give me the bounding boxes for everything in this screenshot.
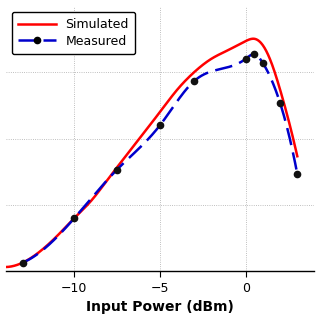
Simulated	[4, 265, 7, 269]
Simulated	[177, 85, 181, 89]
Measured	[151, 132, 155, 136]
Legend: Simulated, Measured: Simulated, Measured	[12, 12, 135, 54]
Measured	[153, 130, 157, 134]
Simulated	[142, 131, 146, 134]
Line: Measured: Measured	[23, 54, 297, 263]
Measured	[295, 172, 299, 176]
Simulated	[162, 106, 165, 109]
Measured	[289, 143, 293, 147]
Measured	[252, 52, 256, 56]
Measured	[21, 261, 25, 265]
Simulated	[243, 40, 247, 44]
Simulated	[252, 37, 255, 41]
Simulated	[289, 127, 293, 131]
Simulated	[144, 128, 148, 132]
X-axis label: Input Power (dBm): Input Power (dBm)	[86, 300, 234, 315]
Simulated	[295, 154, 299, 158]
Measured	[169, 108, 173, 112]
Measured	[184, 88, 188, 92]
Line: Simulated: Simulated	[5, 39, 297, 267]
Measured	[246, 55, 250, 59]
